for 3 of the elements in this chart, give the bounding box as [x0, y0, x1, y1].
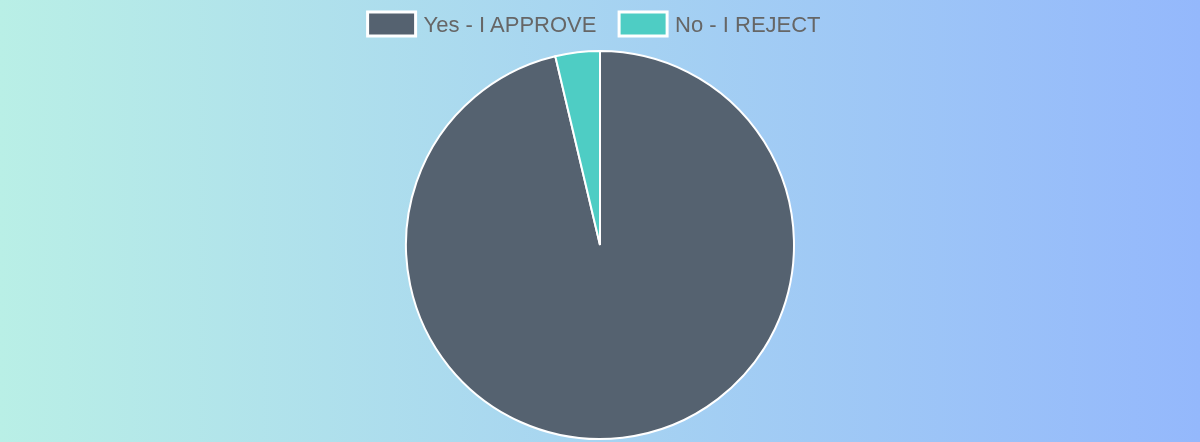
legend-label: No - I REJECT [675, 11, 821, 37]
pie-slice [405, 50, 795, 440]
legend-label: Yes - I APPROVE [423, 11, 597, 37]
